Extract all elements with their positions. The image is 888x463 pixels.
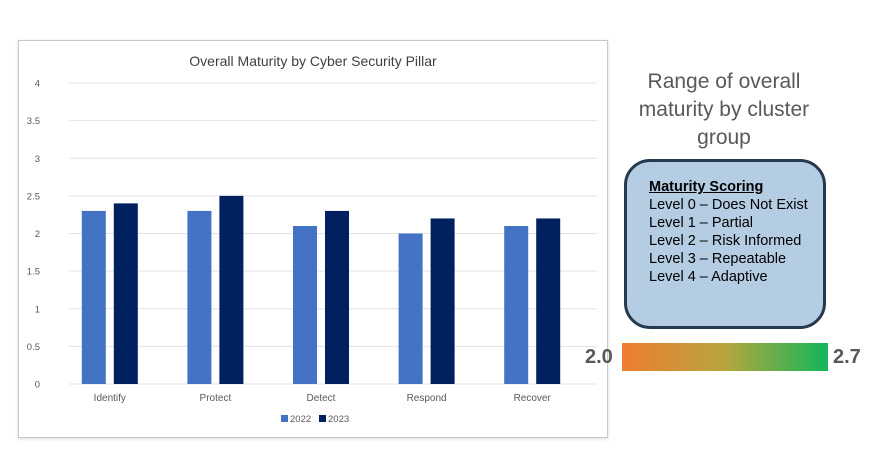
range-title: Range of overall maturity by cluster gro… — [638, 70, 810, 149]
y-tick-label: 2 — [35, 229, 40, 240]
legend-swatch-2023 — [319, 415, 326, 422]
legend-swatch-2022 — [281, 415, 288, 422]
bar-2023-protect — [219, 195, 244, 384]
bar-2022-protect — [187, 210, 212, 384]
x-category-label: Recover — [514, 393, 552, 404]
bar-2022-recover — [504, 225, 529, 384]
y-tick-label: 3.5 — [27, 116, 40, 127]
chart-panel: Overall Maturity by Cyber Security Pilla… — [18, 40, 608, 438]
bar-2023-detect — [325, 210, 349, 384]
y-tick-label: 1 — [35, 304, 40, 315]
x-category-label: Identify — [94, 393, 126, 404]
chart-title: Overall Maturity by Cyber Security Pilla… — [189, 53, 437, 69]
y-tick-label: 0.5 — [27, 342, 40, 353]
y-tick-label: 4 — [35, 79, 40, 90]
y-tick-label: 1.5 — [27, 267, 40, 278]
y-tick-label: 2.5 — [27, 191, 40, 202]
legend-label: 2023 — [328, 414, 349, 425]
y-tick-label: 0 — [35, 380, 40, 391]
scoring-level: Level 2 – Risk Informed — [649, 233, 802, 249]
scoring-level: Level 0 – Does Not Exist — [649, 197, 808, 213]
scoring-title: Maturity Scoring — [649, 179, 764, 195]
range-min-label: 2.0 — [585, 346, 613, 368]
scoring-level: Level 1 – Partial — [649, 215, 753, 231]
bar-2022-detect — [293, 225, 317, 384]
maturity-gradient-bar — [622, 343, 828, 371]
bar-2022-respond — [398, 233, 423, 384]
x-category-label: Respond — [407, 393, 447, 404]
bar-chart: Overall Maturity by Cyber Security Pilla… — [27, 53, 597, 425]
scoring-level: Level 4 – Adaptive — [649, 269, 768, 285]
bar-2023-recover — [536, 218, 561, 384]
bar-2023-identify — [113, 203, 138, 384]
range-max-label: 2.7 — [833, 346, 861, 368]
bar-2023-respond — [430, 218, 455, 384]
y-tick-label: 3 — [35, 154, 40, 165]
scoring-level: Level 3 – Repeatable — [649, 251, 787, 267]
maturity-scoring-box: Maturity Scoring Level 0 – Does Not Exis… — [624, 159, 826, 329]
legend-label: 2022 — [290, 414, 311, 425]
x-category-label: Detect — [307, 393, 336, 404]
x-category-label: Protect — [200, 393, 232, 404]
bar-2022-identify — [81, 210, 106, 384]
